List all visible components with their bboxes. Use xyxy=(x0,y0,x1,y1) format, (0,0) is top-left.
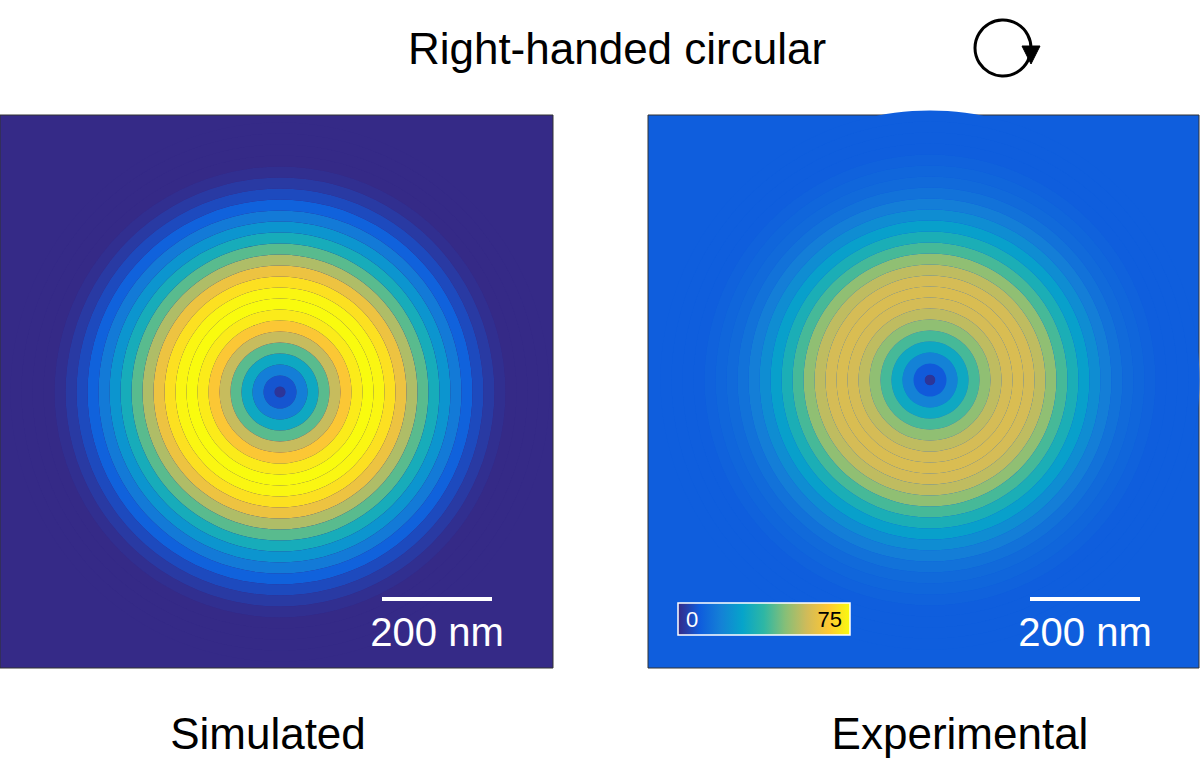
svg-text:200 nm: 200 nm xyxy=(1018,610,1151,654)
svg-text:Right-handed circular: Right-handed circular xyxy=(408,24,826,73)
svg-text:75: 75 xyxy=(818,607,842,632)
svg-text:200 nm: 200 nm xyxy=(370,610,503,654)
svg-text:0: 0 xyxy=(686,607,698,632)
svg-text:Simulated: Simulated xyxy=(170,709,366,758)
svg-text:Experimental: Experimental xyxy=(832,709,1089,758)
